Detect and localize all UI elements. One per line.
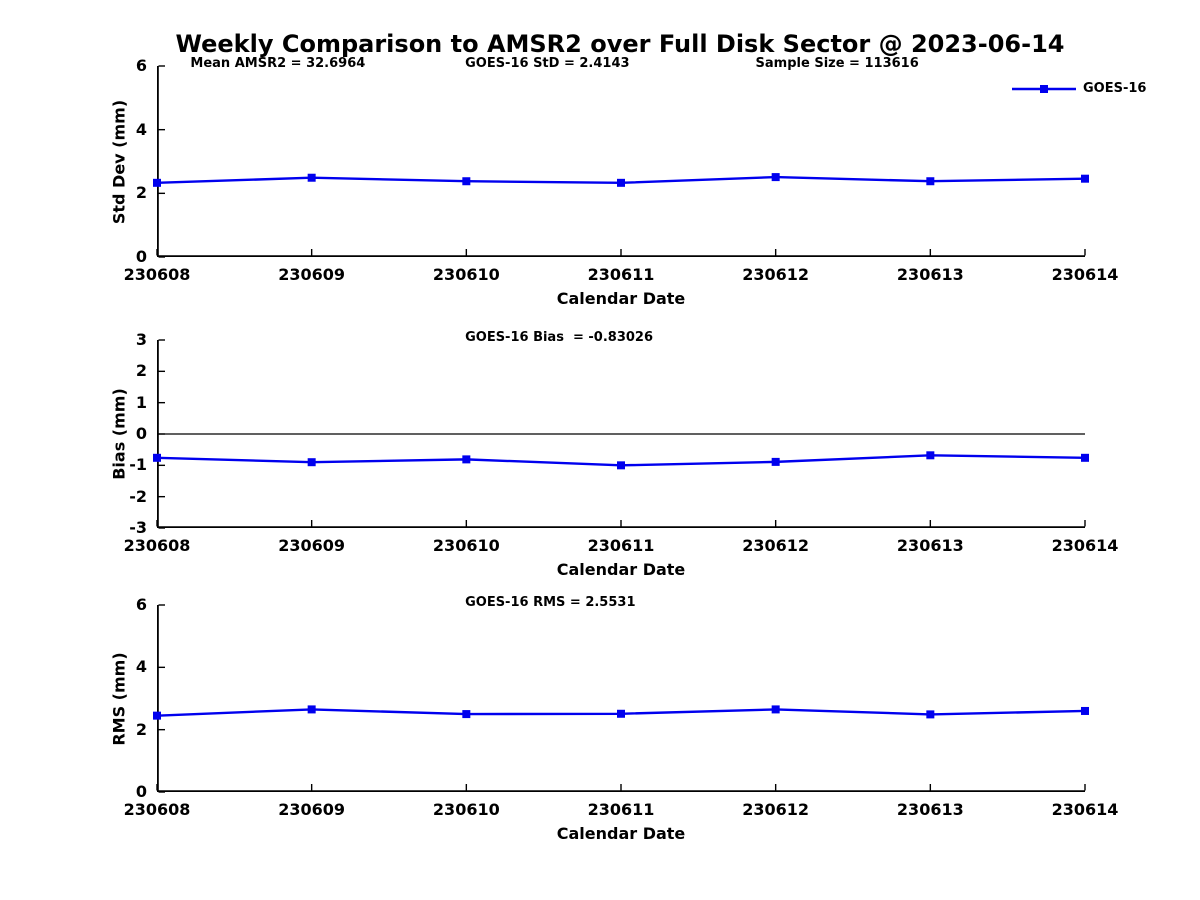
data-point-marker <box>1081 706 1089 715</box>
y-tick-label: -2 <box>129 486 147 506</box>
x-tick-label: 230612 <box>742 536 810 555</box>
data-point-marker <box>307 458 316 467</box>
data-point-marker <box>307 173 316 182</box>
x-tick-label: 230612 <box>742 265 810 284</box>
data-point-marker <box>153 711 161 720</box>
y-tick-label: 2 <box>135 719 147 739</box>
chart-title: Weekly Comparison to AMSR2 over Full Dis… <box>175 30 1065 58</box>
y-axis-label: Std Dev (mm) <box>109 99 129 224</box>
data-point-marker <box>1081 174 1089 183</box>
data-point-marker <box>462 710 471 719</box>
legend-marker-icon <box>1040 85 1048 93</box>
x-axis-label: Calendar Date <box>556 289 686 308</box>
y-tick-label: 0 <box>135 782 147 801</box>
data-point-marker <box>462 177 471 186</box>
data-point-marker <box>926 710 935 719</box>
y-tick-label: 0 <box>135 247 147 266</box>
y-tick-label: -3 <box>129 518 147 537</box>
x-tick-label: 230614 <box>1051 800 1119 819</box>
x-tick-label: 230608 <box>123 536 191 555</box>
x-tick-label: 230610 <box>432 536 500 555</box>
annotation: Mean AMSR2 = 32.6964 <box>190 56 366 71</box>
y-axis-label: Bias (mm) <box>109 388 129 480</box>
data-point-marker <box>617 709 625 718</box>
x-tick-label: 230611 <box>587 265 655 284</box>
annotation: GOES-16 RMS = 2.5531 <box>465 595 636 610</box>
data-point-marker <box>617 461 625 470</box>
y-axis-label: RMS (mm) <box>109 651 129 746</box>
data-point-marker <box>771 173 780 182</box>
data-point-marker <box>926 177 935 186</box>
subplot-bias-mm <box>153 339 1089 529</box>
axis-spines <box>157 605 1085 792</box>
subplot-std-dev-mm <box>153 65 1089 258</box>
data-point-marker <box>307 705 316 714</box>
annotation: GOES-16 StD = 2.4143 <box>465 56 630 71</box>
axis-spines <box>157 340 1085 528</box>
x-tick-label: 230613 <box>896 536 964 555</box>
data-point-marker <box>926 451 935 460</box>
data-point-marker <box>1081 453 1089 462</box>
x-tick-label: 230611 <box>587 536 655 555</box>
x-axis-label: Calendar Date <box>556 560 686 579</box>
x-tick-label: 230609 <box>278 536 346 555</box>
annotation: GOES-16 Bias = -0.83026 <box>465 330 654 345</box>
y-tick-label: -1 <box>129 455 147 475</box>
x-tick-label: 230614 <box>1051 536 1119 555</box>
x-axis-label: Calendar Date <box>556 824 686 843</box>
y-tick-label: 4 <box>135 119 147 139</box>
data-point-marker <box>617 178 625 187</box>
y-tick-label: 1 <box>135 392 147 412</box>
x-tick-label: 230609 <box>278 265 346 284</box>
x-tick-label: 230610 <box>432 800 500 819</box>
x-tick-label: 230613 <box>896 800 964 819</box>
x-tick-label: 230610 <box>432 265 500 284</box>
annotation: Sample Size = 113616 <box>755 56 919 71</box>
y-tick-label: 0 <box>135 424 147 443</box>
legend: GOES-16 <box>1012 81 1146 97</box>
x-tick-label: 230614 <box>1051 265 1119 284</box>
y-tick-label: 6 <box>135 56 147 75</box>
x-tick-label: 230609 <box>278 800 346 819</box>
y-tick-label: 2 <box>135 361 147 381</box>
y-tick-label: 3 <box>135 330 147 349</box>
x-tick-label: 230613 <box>896 265 964 284</box>
data-point-marker <box>771 457 780 466</box>
data-point-marker <box>771 705 780 714</box>
x-tick-label: 230611 <box>587 800 655 819</box>
subplot-rms-mm <box>153 604 1089 793</box>
data-point-marker <box>153 178 161 187</box>
x-tick-label: 230612 <box>742 800 810 819</box>
axis-spines <box>157 66 1085 257</box>
y-tick-label: 6 <box>135 595 147 614</box>
data-point-marker <box>462 455 471 464</box>
legend-label: GOES-16 <box>1083 81 1147 96</box>
y-tick-label: 2 <box>135 183 147 203</box>
y-tick-label: 4 <box>135 657 147 677</box>
data-point-marker <box>153 453 161 462</box>
x-tick-label: 230608 <box>123 800 191 819</box>
x-tick-label: 230608 <box>123 265 191 284</box>
legend-line-sample-icon <box>1012 85 1076 93</box>
